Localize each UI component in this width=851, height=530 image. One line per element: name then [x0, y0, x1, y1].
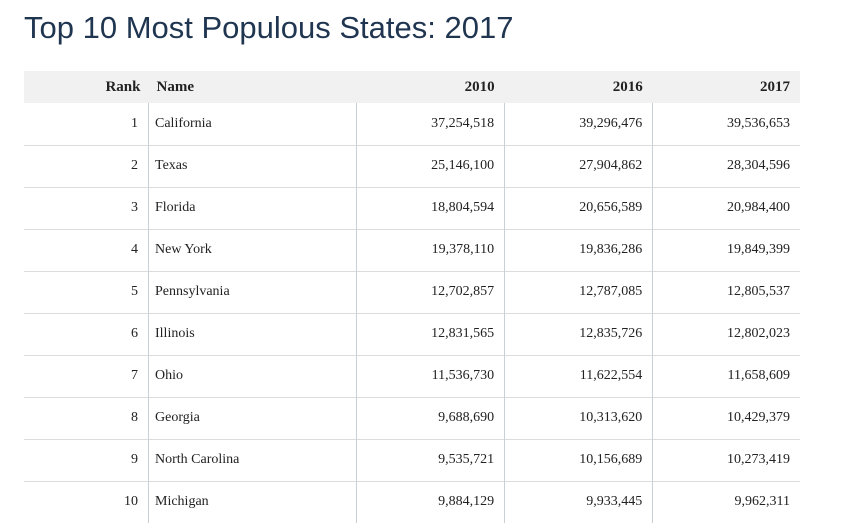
cell-name: Pennsylvania — [148, 271, 357, 313]
table-row: 4 New York 19,378,110 19,836,286 19,849,… — [24, 229, 800, 271]
table-row: 7 Ohio 11,536,730 11,622,554 11,658,609 — [24, 355, 800, 397]
cell-2016: 12,787,085 — [504, 271, 653, 313]
cell-name: Georgia — [148, 397, 357, 439]
cell-2017: 19,849,399 — [652, 229, 800, 271]
cell-2016: 10,313,620 — [504, 397, 653, 439]
cell-2010: 9,535,721 — [355, 439, 505, 481]
cell-rank: 8 — [131, 410, 138, 425]
cell-2017: 12,805,537 — [652, 271, 800, 313]
cell-name: Texas — [148, 145, 357, 187]
cell-2017: 20,984,400 — [652, 187, 800, 229]
cell-rank: 10 — [124, 494, 138, 510]
page-title: Top 10 Most Populous States: 2017 — [24, 10, 514, 45]
table-row: 10 Michigan 9,884,129 9,933,445 9,962,31… — [24, 481, 800, 523]
header-2010: 2010 — [464, 78, 495, 95]
cell-rank: 3 — [131, 200, 138, 215]
cell-2017: 28,304,596 — [652, 145, 800, 187]
table-row: 8 Georgia 9,688,690 10,313,620 10,429,37… — [24, 397, 800, 439]
table-row: 5 Pennsylvania 12,702,857 12,787,085 12,… — [24, 271, 800, 313]
cell-2010: 9,688,690 — [355, 397, 505, 439]
cell-2016: 27,904,862 — [504, 145, 653, 187]
header-row: Rank Name 2010 2016 2017 — [24, 71, 800, 103]
cell-2010: 25,146,100 — [355, 145, 505, 187]
cell-rank: 1 — [131, 115, 138, 131]
cell-name: Illinois — [148, 313, 357, 355]
cell-2017: 11,658,609 — [652, 355, 800, 397]
cell-name: California — [148, 103, 357, 145]
cell-name: Michigan — [148, 481, 357, 523]
table-row: 3 Florida 18,804,594 20,656,589 20,984,4… — [24, 187, 800, 229]
cell-2010: 12,702,857 — [355, 271, 505, 313]
header-rank: Rank — [105, 78, 141, 95]
cell-2010: 37,254,518 — [355, 103, 505, 145]
cell-2017: 12,802,023 — [652, 313, 800, 355]
table-row: 6 Illinois 12,831,565 12,835,726 12,802,… — [24, 313, 800, 355]
cell-2017: 10,273,419 — [652, 439, 800, 481]
cell-2010: 12,831,565 — [355, 313, 505, 355]
cell-2017: 9,962,311 — [652, 481, 800, 523]
cell-2010: 9,884,129 — [355, 481, 505, 523]
cell-2016: 39,296,476 — [504, 103, 653, 145]
cell-2016: 20,656,589 — [504, 187, 653, 229]
cell-name: Ohio — [148, 355, 357, 397]
header-2017: 2017 — [760, 78, 790, 95]
table-row: 2 Texas 25,146,100 27,904,862 28,304,596 — [24, 145, 800, 187]
cell-name: New York — [148, 229, 357, 271]
cell-2016: 9,933,445 — [504, 481, 653, 523]
cell-name: Florida — [148, 187, 357, 229]
cell-2017: 39,536,653 — [652, 103, 800, 145]
header-name: Name — [156, 78, 195, 95]
cell-name: North Carolina — [148, 439, 357, 481]
table-row: 9 North Carolina 9,535,721 10,156,689 10… — [24, 439, 800, 481]
table-body: 1 California 37,254,518 39,296,476 39,53… — [24, 103, 800, 523]
cell-rank: 6 — [131, 326, 138, 341]
cell-rank: 4 — [131, 242, 138, 257]
cell-rank: 5 — [131, 284, 138, 299]
cell-2010: 18,804,594 — [355, 187, 505, 229]
cell-2016: 10,156,689 — [504, 439, 653, 481]
cell-2017: 10,429,379 — [652, 397, 800, 439]
cell-rank: 9 — [131, 452, 138, 467]
cell-2010: 19,378,110 — [355, 229, 505, 271]
table-row: 1 California 37,254,518 39,296,476 39,53… — [24, 103, 800, 145]
cell-2010: 11,536,730 — [355, 355, 505, 397]
population-table: Rank Name 2010 2016 2017 1 California 37… — [24, 71, 800, 523]
cell-rank: 2 — [131, 158, 138, 173]
header-2016: 2016 — [612, 78, 643, 95]
cell-rank: 7 — [131, 368, 138, 383]
cell-2016: 19,836,286 — [504, 229, 653, 271]
cell-2016: 12,835,726 — [504, 313, 653, 355]
cell-2016: 11,622,554 — [504, 355, 653, 397]
table-header: Rank Name 2010 2016 2017 — [24, 71, 800, 103]
